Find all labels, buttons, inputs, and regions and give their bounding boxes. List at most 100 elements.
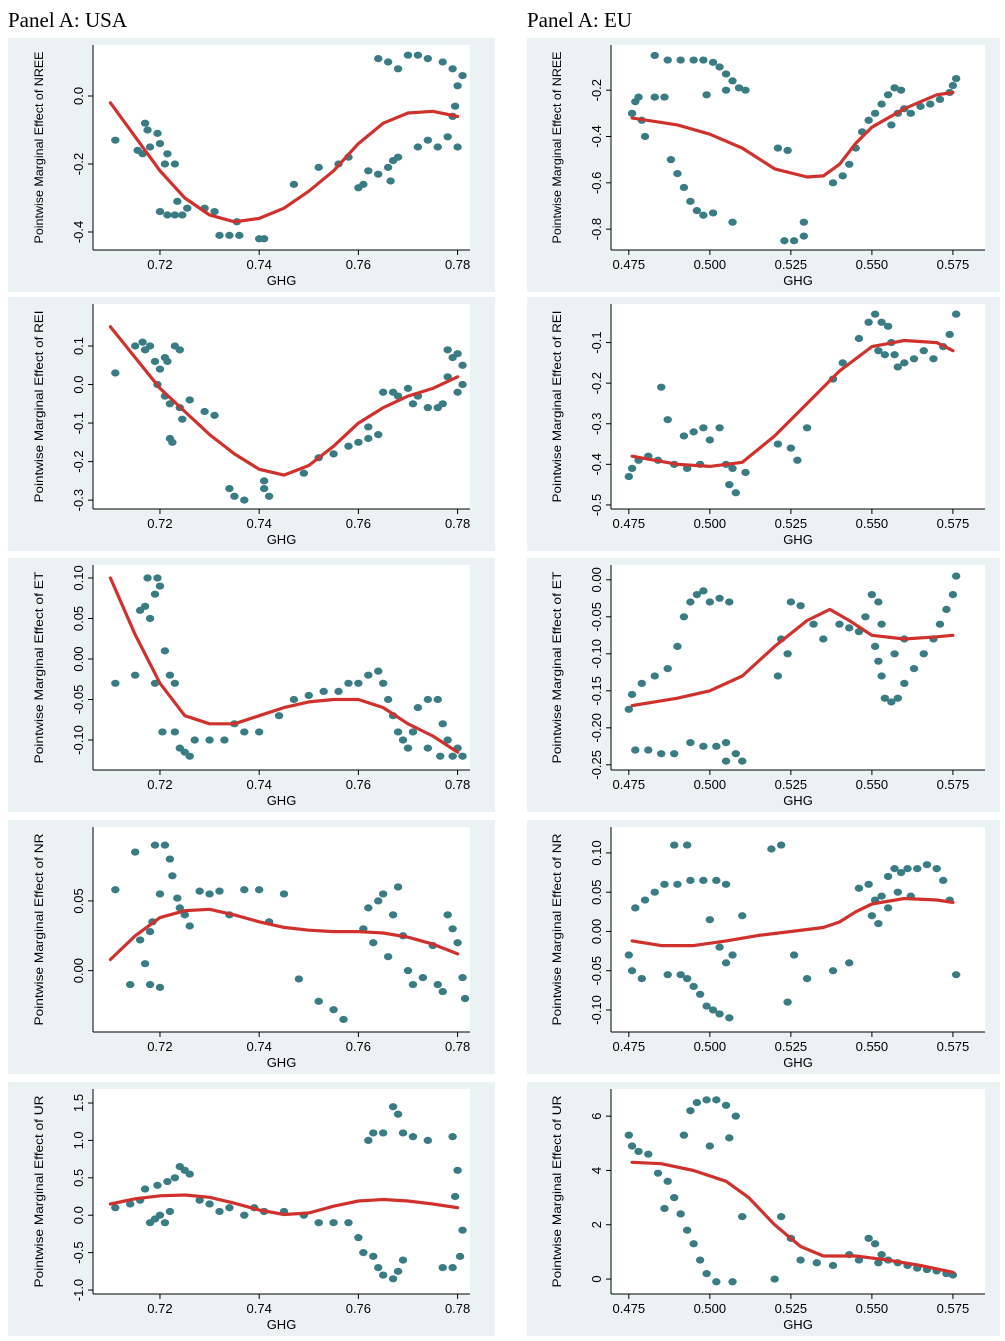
x-tick-label: 0.525	[775, 1301, 808, 1316]
data-point	[877, 892, 886, 900]
y-tick-label: -0.5	[71, 1241, 86, 1263]
y-tick-label: 0.05	[71, 888, 86, 913]
data-point	[443, 911, 452, 919]
y-tick-label: -0.15	[589, 676, 604, 706]
data-point	[438, 987, 447, 996]
data-point	[728, 77, 737, 85]
data-point	[205, 890, 214, 898]
data-point	[783, 998, 792, 1006]
data-point	[225, 1204, 234, 1212]
data-point	[378, 890, 388, 898]
data-point	[854, 334, 864, 343]
data-point	[126, 1200, 135, 1208]
data-point	[900, 359, 909, 367]
data-point	[175, 346, 185, 354]
data-point	[443, 346, 452, 354]
data-point	[364, 423, 373, 431]
data-point	[259, 235, 269, 243]
data-point	[458, 71, 467, 80]
data-point	[183, 204, 192, 212]
data-point	[715, 594, 724, 602]
x-tick-label: 0.78	[445, 1301, 470, 1316]
data-point	[448, 1263, 457, 1272]
data-point	[738, 757, 747, 765]
data-point	[767, 845, 776, 853]
data-point	[870, 109, 880, 117]
data-point	[364, 904, 373, 912]
y-tick-label: 0.05	[589, 880, 604, 905]
x-tick-label: 0.500	[694, 1039, 727, 1054]
y-tick-label: 0.05	[71, 606, 86, 631]
data-point	[168, 438, 177, 446]
data-point	[916, 102, 925, 110]
data-point	[699, 742, 708, 750]
data-point	[153, 129, 162, 137]
data-point	[329, 1219, 338, 1227]
x-tick-label: 0.575	[937, 257, 970, 272]
x-axis-title: GHG	[783, 1317, 813, 1332]
data-point	[893, 694, 903, 702]
data-point	[458, 1226, 467, 1234]
data-point	[383, 953, 393, 961]
x-tick-label: 0.550	[856, 516, 889, 531]
data-point	[922, 861, 932, 869]
data-point	[393, 1267, 403, 1275]
x-axis-title: GHG	[267, 532, 297, 547]
data-point	[673, 169, 682, 178]
data-point	[721, 70, 731, 78]
y-tick-label: -0.8	[589, 218, 604, 240]
data-point	[170, 160, 180, 168]
data-point	[383, 58, 393, 66]
data-point	[438, 58, 447, 66]
data-point	[874, 347, 883, 355]
data-point	[160, 841, 170, 849]
x-axis-title: GHG	[783, 273, 813, 288]
data-point	[393, 883, 403, 891]
data-point	[165, 855, 175, 863]
data-point	[951, 310, 961, 318]
y-tick-label: 0.10	[589, 840, 604, 865]
data-point	[699, 876, 708, 885]
x-tick-label: 0.575	[937, 777, 970, 792]
data-point	[679, 1131, 689, 1139]
data-point	[140, 1185, 150, 1193]
data-point	[374, 897, 383, 905]
data-point	[388, 1275, 398, 1283]
data-point	[627, 967, 637, 975]
x-tick-label: 0.575	[937, 1039, 970, 1054]
y-tick-label: 0.0	[71, 87, 86, 105]
y-tick-label: -0.2	[71, 450, 86, 472]
data-point	[460, 994, 470, 1003]
data-point	[802, 974, 812, 983]
data-point	[874, 598, 883, 606]
data-point	[160, 647, 170, 655]
data-point	[728, 951, 737, 959]
y-tick-label: -0.3	[71, 489, 86, 511]
data-point	[663, 971, 672, 979]
y-axis-title: Pointwise Marginal Effect of UR	[32, 1095, 46, 1287]
data-point	[773, 144, 783, 152]
y-tick-label: 0.0	[71, 375, 86, 393]
data-point	[721, 880, 731, 888]
data-point	[845, 624, 854, 632]
y-tick-label: -0.05	[589, 956, 604, 986]
data-point	[443, 373, 452, 381]
data-point	[900, 679, 909, 688]
data-point	[890, 865, 899, 873]
data-point	[354, 438, 363, 446]
data-point	[398, 1256, 408, 1264]
data-point	[702, 1270, 711, 1278]
data-point	[676, 1210, 685, 1218]
y-tick-label: 0.00	[71, 958, 86, 983]
data-point	[111, 679, 120, 687]
data-point	[945, 330, 954, 339]
data-point	[650, 93, 659, 101]
data-point	[631, 746, 640, 754]
data-point	[702, 1002, 711, 1010]
data-point	[637, 679, 646, 688]
x-tick-label: 0.475	[613, 1039, 646, 1054]
data-point	[721, 1101, 731, 1109]
data-point	[776, 1213, 786, 1221]
y-tick-label: -0.20	[589, 713, 604, 743]
data-point	[689, 428, 698, 436]
